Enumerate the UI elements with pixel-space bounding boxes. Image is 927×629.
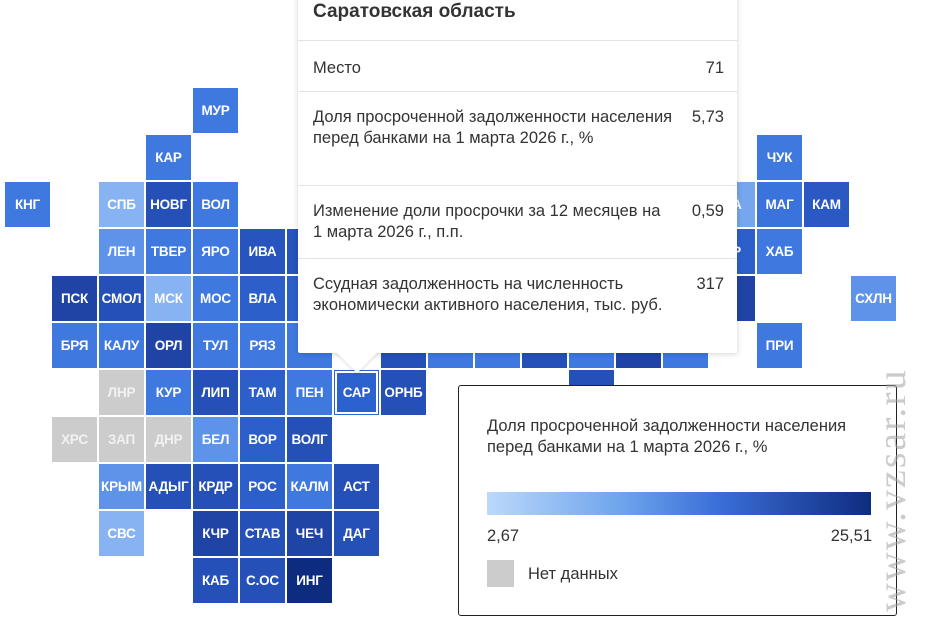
region-tile[interactable]: КРЫМ: [99, 464, 144, 509]
tooltip-row-rank: Место 71: [298, 40, 737, 91]
tooltip-row-loan-per-capita: Ссудная задолженность на численность эко…: [298, 258, 737, 354]
region-tile[interactable]: КАБ: [193, 558, 238, 603]
tooltip-value: 5,73: [691, 108, 724, 126]
region-tile[interactable]: ЗАП: [99, 417, 144, 462]
region-tile[interactable]: ПЕН: [287, 370, 332, 415]
region-tile[interactable]: ИНГ: [287, 558, 332, 603]
region-tooltip: Саратовская область Место 71 Доля просро…: [298, 0, 737, 353]
region-tile[interactable]: С.ОС: [240, 558, 285, 603]
tooltip-label: Ссудная задолженность на численность эко…: [313, 275, 663, 314]
region-tile[interactable]: ЧЕЧ: [287, 511, 332, 556]
region-tile[interactable]: БРЯ: [52, 323, 97, 368]
region-tile[interactable]: ИВА: [240, 229, 285, 274]
region-tile[interactable]: ЧУК: [757, 135, 802, 180]
region-tile[interactable]: КАР: [146, 135, 191, 180]
region-tile[interactable]: МАГ: [757, 182, 802, 227]
legend-title: Доля просроченной задолженности населени…: [487, 417, 847, 456]
region-tile[interactable]: ТАМ: [240, 370, 285, 415]
region-tile[interactable]: МСК: [146, 276, 191, 321]
region-tile[interactable]: СВС: [99, 511, 144, 556]
region-tile[interactable]: СХЛН: [851, 276, 896, 321]
region-tile[interactable]: СТАВ: [240, 511, 285, 556]
region-tile[interactable]: ВЛА: [240, 276, 285, 321]
region-tile[interactable]: ВОР: [240, 417, 285, 462]
legend-nodata-label: Нет данных: [528, 565, 618, 583]
tooltip-label: Место: [313, 59, 361, 77]
region-tile[interactable]: ТВЕР: [146, 229, 191, 274]
tooltip-label: Доля просроченной задолженности населени…: [313, 108, 673, 147]
map-legend: Доля просроченной задолженности населени…: [458, 385, 897, 616]
region-tile[interactable]: ПРИ: [757, 323, 802, 368]
tooltip-region-name: Саратовская область: [313, 1, 516, 22]
region-tile[interactable]: СМОЛ: [99, 276, 144, 321]
region-tile[interactable]: КЧР: [193, 511, 238, 556]
region-tile[interactable]: КАЛУ: [99, 323, 144, 368]
tooltip-value: 71: [705, 59, 724, 77]
region-tile[interactable]: КРДР: [193, 464, 238, 509]
region-tile[interactable]: ВОЛ: [193, 182, 238, 227]
region-tile[interactable]: САР: [334, 370, 379, 415]
region-tile[interactable]: АДЫГ: [146, 464, 191, 509]
tooltip-value: 317: [696, 275, 724, 293]
region-tile[interactable]: ЛНР: [99, 370, 144, 415]
region-tile[interactable]: БЕЛ: [193, 417, 238, 462]
tooltip-row-overdue-share: Доля просроченной задолженности населени…: [298, 91, 737, 186]
region-tile[interactable]: КАЛМ: [287, 464, 332, 509]
site-watermark: www.vzsar.ru: [869, 368, 914, 612]
region-tile[interactable]: ВОЛГ: [287, 417, 332, 462]
tooltip-row-change: Изменение доли просрочки за 12 месяцев н…: [298, 185, 737, 258]
region-tile[interactable]: МУР: [193, 88, 238, 133]
region-tile[interactable]: ЛИП: [193, 370, 238, 415]
region-tile[interactable]: ХРС: [52, 417, 97, 462]
region-tile[interactable]: ОРНБ: [381, 370, 426, 415]
region-tile[interactable]: ЛЕН: [99, 229, 144, 274]
region-tile[interactable]: ХАБ: [757, 229, 802, 274]
legend-max-label: 25,51: [830, 527, 872, 545]
region-tile[interactable]: ДНР: [146, 417, 191, 462]
region-tile[interactable]: ДАГ: [334, 511, 379, 556]
region-tile[interactable]: РЯЗ: [240, 323, 285, 368]
tooltip-pointer: [336, 352, 378, 373]
region-tile[interactable]: МОС: [193, 276, 238, 321]
region-tile[interactable]: СПБ: [99, 182, 144, 227]
region-tile[interactable]: ЯРО: [193, 229, 238, 274]
region-tile[interactable]: ПСК: [52, 276, 97, 321]
region-tile[interactable]: КНГ: [5, 182, 50, 227]
region-tile[interactable]: АСТ: [334, 464, 379, 509]
region-tile[interactable]: ОРЛ: [146, 323, 191, 368]
region-tile[interactable]: РОС: [240, 464, 285, 509]
region-tile[interactable]: КАМ: [804, 182, 849, 227]
tooltip-value: 0,59: [691, 202, 724, 220]
tooltip-label: Изменение доли просрочки за 12 месяцев н…: [313, 202, 661, 241]
legend-nodata-swatch: [487, 560, 514, 587]
legend-color-scale: [487, 492, 871, 515]
region-tile[interactable]: НОВГ: [146, 182, 191, 227]
region-tile[interactable]: ТУЛ: [193, 323, 238, 368]
legend-min-label: 2,67: [487, 527, 520, 545]
region-tile[interactable]: КУР: [146, 370, 191, 415]
